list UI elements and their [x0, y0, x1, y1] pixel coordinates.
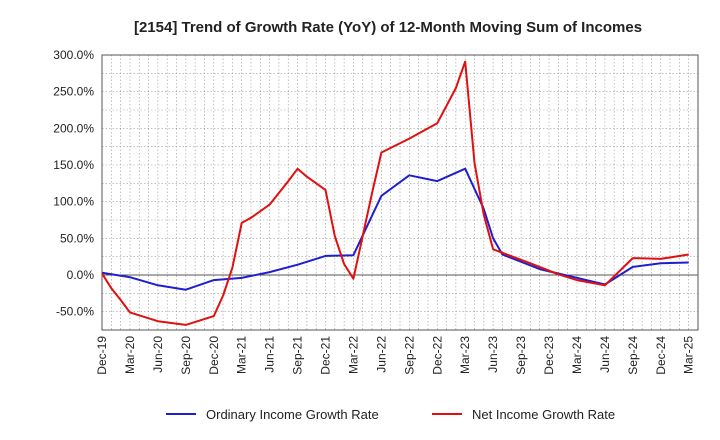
y-tick-label: -50.0%: [56, 305, 94, 319]
x-tick-label: Sep-24: [626, 336, 640, 375]
legend-label: Ordinary Income Growth Rate: [206, 407, 379, 422]
y-tick-label: 300.0%: [53, 48, 94, 62]
x-tick-label: Jun-22: [374, 336, 388, 373]
y-tick-label: 150.0%: [53, 158, 94, 172]
y-tick-label: 100.0%: [53, 195, 94, 209]
x-tick-label: Mar-22: [346, 336, 360, 374]
x-tick-label: Dec-24: [654, 336, 668, 375]
x-tick-label: Dec-21: [319, 336, 333, 375]
x-tick-label: Mar-21: [235, 336, 249, 374]
y-tick-label: 0.0%: [67, 268, 95, 282]
plot-frame: [101, 54, 699, 331]
y-axis: 300.0% 250.0% 200.0% 150.0% 100.0% 50.0% 0.0% -…: [53, 48, 94, 319]
x-tick-label: Dec-22: [430, 336, 444, 375]
x-tick-label: Mar-25: [682, 336, 696, 374]
x-axis: Dec-19 Mar-20 Jun-20 Sep-20 Dec-20 Mar-21 Jun-…: [95, 336, 696, 375]
chart-title: [2154] Trend of Growth Rate (YoY) of 12-…: [134, 19, 642, 36]
x-tick-label: Sep-23: [514, 336, 528, 375]
x-tick-label: Sep-22: [402, 336, 416, 375]
x-tick-label: Jun-20: [151, 336, 165, 373]
x-tick-label: Mar-23: [458, 336, 472, 374]
y-tick-label: 50.0%: [60, 231, 94, 245]
x-tick-label: Mar-24: [570, 336, 584, 374]
x-tick-label: Jun-24: [598, 336, 612, 373]
legend-label: Net Income Growth Rate: [472, 407, 615, 422]
series-layer: [101, 60, 689, 326]
series-line-net-income: [101, 60, 689, 326]
x-tick-label: Dec-23: [542, 336, 556, 375]
x-tick-label: Jun-23: [486, 336, 500, 373]
x-tick-label: Dec-20: [207, 336, 221, 375]
x-tick-label: Sep-21: [291, 336, 305, 375]
x-tick-label: Sep-20: [179, 336, 193, 375]
y-tick-label: 200.0%: [53, 121, 94, 135]
legend: Ordinary Income Growth Rate Net Income Gr…: [166, 407, 615, 422]
series-line-ordinary-income: [101, 167, 689, 291]
x-tick-label: Jun-21: [263, 336, 277, 373]
y-tick-label: 250.0%: [53, 85, 94, 99]
x-tick-label: Dec-19: [95, 336, 109, 375]
x-tick-label: Mar-20: [123, 336, 137, 374]
